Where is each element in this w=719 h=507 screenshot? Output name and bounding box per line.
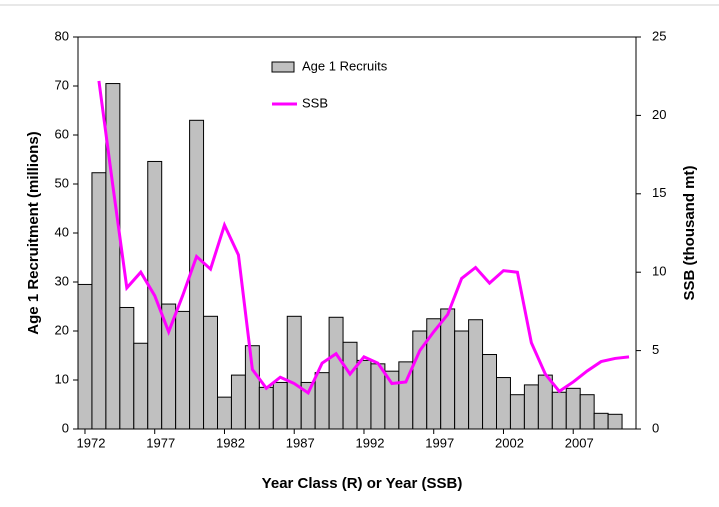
bar bbox=[286, 315, 302, 430]
legend-swatch bbox=[271, 61, 295, 73]
bar bbox=[551, 391, 567, 430]
bar bbox=[203, 315, 219, 430]
y-tick-label: 70 bbox=[55, 77, 69, 92]
bar bbox=[230, 374, 246, 430]
y-tick-label: 60 bbox=[55, 126, 69, 141]
x-tick-label: 1977 bbox=[146, 435, 175, 450]
bar bbox=[454, 330, 470, 430]
bar bbox=[482, 354, 497, 430]
x-tick-label: 1997 bbox=[425, 435, 454, 450]
bar bbox=[105, 83, 121, 430]
y2-tick-label: 15 bbox=[652, 185, 666, 200]
legend-label: Age 1 Recruits bbox=[302, 58, 388, 73]
bar bbox=[258, 386, 274, 430]
y-tick-label: 0 bbox=[62, 420, 69, 435]
x-tick-label: 2002 bbox=[495, 435, 524, 450]
x-tick-label: 1987 bbox=[286, 435, 315, 450]
y-tick-label: 10 bbox=[55, 371, 69, 386]
x-tick-label: 2007 bbox=[565, 435, 594, 450]
y-tick-label: 40 bbox=[55, 224, 69, 239]
x-tick-label: 1982 bbox=[216, 435, 245, 450]
y-tick-label: 80 bbox=[55, 28, 69, 43]
bar bbox=[356, 359, 372, 430]
bar bbox=[593, 412, 609, 430]
y-axis-title: Age 1 Recruitment (millions) bbox=[25, 131, 42, 334]
bar bbox=[133, 342, 149, 430]
legend-label: SSB bbox=[302, 95, 328, 110]
y-tick-label: 30 bbox=[55, 273, 69, 288]
line bbox=[97, 80, 630, 396]
bar bbox=[342, 341, 358, 430]
bar bbox=[91, 172, 107, 430]
y2-tick-label: 5 bbox=[652, 342, 659, 357]
bar bbox=[509, 394, 525, 430]
bar bbox=[175, 310, 191, 430]
bar bbox=[119, 306, 135, 430]
bar bbox=[496, 377, 511, 430]
x-axis-title: Year Class (R) or Year (SSB) bbox=[262, 475, 463, 492]
x-tick-label: 1972 bbox=[77, 435, 106, 450]
y2-tick-label: 10 bbox=[652, 264, 666, 279]
x-tick-label: 1992 bbox=[356, 435, 385, 450]
bar bbox=[272, 381, 288, 430]
y2-axis-title: SSB (thousand mt) bbox=[681, 166, 698, 301]
bar bbox=[314, 372, 330, 430]
bar bbox=[384, 370, 400, 430]
bar bbox=[370, 363, 386, 430]
y2-tick-label: 0 bbox=[652, 420, 659, 435]
y2-tick-label: 20 bbox=[652, 107, 666, 122]
y-tick-label: 50 bbox=[55, 175, 69, 190]
bar bbox=[565, 387, 581, 430]
bar bbox=[468, 319, 484, 430]
bar bbox=[523, 384, 539, 430]
bar bbox=[440, 308, 456, 430]
bar bbox=[77, 283, 93, 430]
bar bbox=[328, 316, 344, 430]
bar bbox=[426, 318, 442, 430]
y2-tick-label: 25 bbox=[652, 28, 666, 43]
bar bbox=[607, 413, 623, 430]
plot-frame bbox=[77, 36, 637, 430]
y-tick-label: 20 bbox=[55, 322, 69, 337]
bar bbox=[579, 394, 595, 430]
bar bbox=[537, 374, 553, 430]
bar bbox=[217, 396, 232, 430]
